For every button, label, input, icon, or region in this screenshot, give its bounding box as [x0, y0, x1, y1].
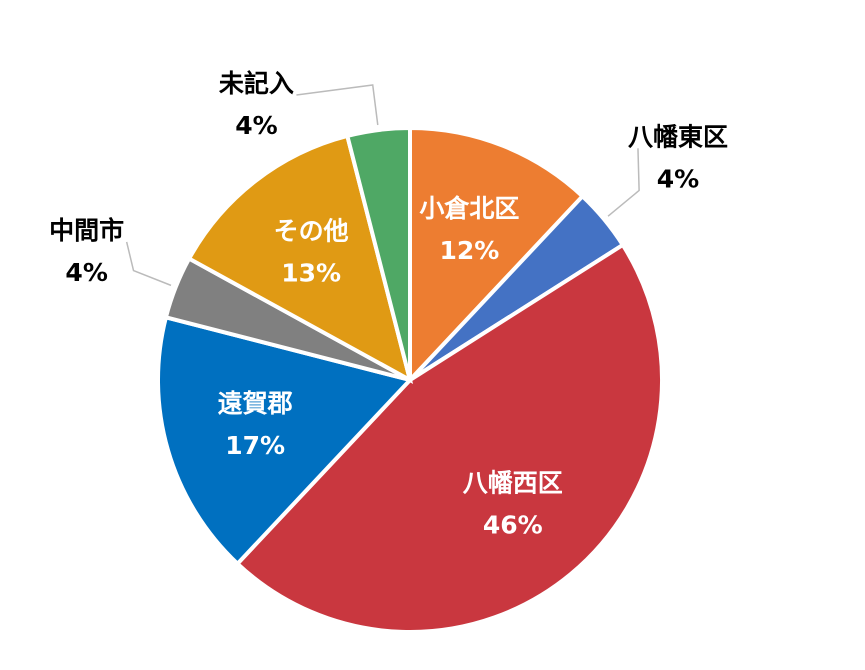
- slice-value-label: 12%: [439, 236, 499, 265]
- pie-slice: [156, 314, 414, 567]
- slice-label: 八幡東区: [628, 122, 728, 151]
- slice-value-label: 4%: [235, 111, 277, 140]
- slice-value-label: 4%: [657, 164, 699, 193]
- slice-label: 中間市: [49, 216, 124, 245]
- slice-value-label: 17%: [225, 431, 285, 460]
- leader-line: [296, 84, 379, 126]
- slice-value-label: 13%: [281, 259, 341, 288]
- slice-value-label: 4%: [65, 258, 107, 287]
- leader-line: [125, 241, 172, 287]
- slice-label: 八幡西区: [463, 468, 563, 497]
- pie-slice: [234, 242, 664, 634]
- pie-slice: [186, 133, 414, 384]
- slice-label: その他: [274, 217, 349, 246]
- pie-slice: [344, 125, 412, 381]
- slice-value-label: 46%: [483, 510, 543, 539]
- slice-label: 小倉北区: [419, 194, 519, 223]
- pie-slice: [408, 125, 586, 386]
- slice-label: 遠賀郡: [218, 389, 293, 418]
- slice-label: 未記入: [219, 69, 294, 98]
- leader-line: [607, 148, 640, 217]
